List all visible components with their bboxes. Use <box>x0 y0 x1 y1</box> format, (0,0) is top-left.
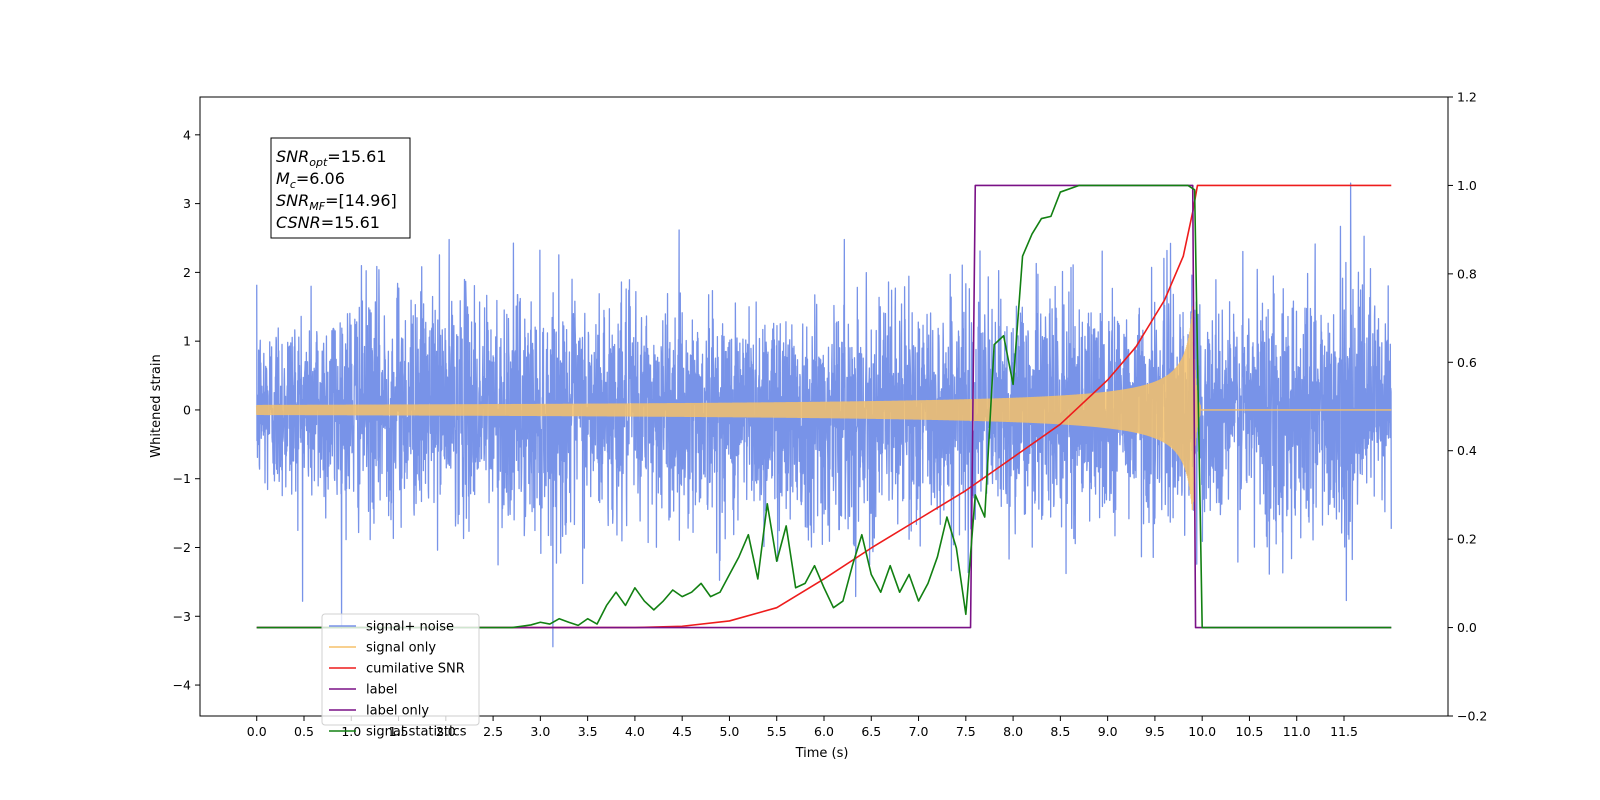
legend: signal+ noise signal only cumilative SNR la… <box>321 613 480 740</box>
y-tick-label-left: −1 <box>173 471 191 486</box>
x-tick-label: 9.0 <box>1098 724 1118 739</box>
annotation-symbol: SNR <box>276 147 309 166</box>
x-tick-label: 3.5 <box>578 724 598 739</box>
x-tick-label: 10.0 <box>1188 724 1216 739</box>
x-tick-label: 11.5 <box>1330 724 1358 739</box>
x-tick-label: 7.5 <box>956 724 976 739</box>
y-tick-label-left: 4 <box>183 127 191 142</box>
y-axis-right: 1.2 1.0 0.8 0.6 0.4 0.2 0.0 −0.2 <box>1448 90 1487 724</box>
annotation-line: Mc=6.06 <box>276 169 345 191</box>
y-tick-label-right: 0.0 <box>1457 620 1477 635</box>
series-line-signal-noise <box>256 182 1392 648</box>
annotation-subscript: opt <box>309 156 328 169</box>
series-line-signal-only <box>255 305 1392 511</box>
x-tick-label: 0.0 <box>247 724 267 739</box>
annotation-symbol: CSNR <box>276 213 321 232</box>
annotation-line: SNRopt=15.61 <box>276 147 387 169</box>
y-axis-left: 4 3 2 1 0 −1 −2 −3 −4 <box>173 127 200 693</box>
y-axis-label: Whitened strain <box>149 354 164 457</box>
y-tick-label-right: 0.2 <box>1457 532 1477 547</box>
annotation-line: CSNR=15.61 <box>276 213 380 232</box>
annotation-value: =15.61 <box>327 147 386 166</box>
legend-label: signal statistics <box>366 725 467 740</box>
legend-frame <box>321 613 480 726</box>
annotation-subscript: MF <box>309 200 325 213</box>
x-tick-label: 2.0 <box>436 724 456 739</box>
x-tick-label: 5.5 <box>767 724 787 739</box>
x-tick-label: 9.5 <box>1145 724 1165 739</box>
y-tick-label-right: 1.2 <box>1457 90 1477 105</box>
x-tick-label: 3.0 <box>530 724 550 739</box>
annotation-value: =[14.96] <box>325 191 397 210</box>
x-tick-label: 11.0 <box>1283 724 1311 739</box>
y-tick-label-right: 0.4 <box>1457 443 1477 458</box>
y-tick-label-left: 1 <box>183 334 191 349</box>
x-tick-label: 1.5 <box>389 724 409 739</box>
y-tick-label-left: −4 <box>173 678 191 693</box>
annotation-lines: SNRopt=15.61Mc=6.06SNRMF=[14.96]CSNR=15.… <box>276 147 397 232</box>
x-tick-label: 2.5 <box>483 724 503 739</box>
legend-label: signal+ noise <box>366 620 454 635</box>
x-tick-label: 10.5 <box>1236 724 1264 739</box>
annotation-symbol: SNR <box>276 191 309 210</box>
y-tick-label-left: 2 <box>183 265 191 280</box>
annotation-subscript: c <box>290 178 296 191</box>
y-tick-label-right: 0.8 <box>1457 266 1477 281</box>
annotation-box: SNRopt=15.61Mc=6.06SNRMF=[14.96]CSNR=15.… <box>270 137 411 239</box>
x-tick-label: 6.5 <box>861 724 881 739</box>
x-tick-label: 8.0 <box>1003 724 1023 739</box>
y-tick-label-left: 3 <box>183 196 191 211</box>
y-tick-label-right: 0.6 <box>1457 355 1477 370</box>
annotation-value: =15.61 <box>321 213 380 232</box>
series-layer <box>255 182 1392 648</box>
annotation-line: SNRMF=[14.96] <box>276 191 397 213</box>
series-line-cumilative-snr <box>256 184 1392 629</box>
x-axis-label: Time (s) <box>795 746 849 761</box>
legend-label: signal only <box>366 641 436 656</box>
x-tick-label: 6.0 <box>814 724 834 739</box>
legend-label: label <box>366 683 397 698</box>
x-tick-label: 8.5 <box>1050 724 1070 739</box>
x-tick-label: 5.0 <box>720 724 740 739</box>
x-tick-label: 4.0 <box>625 724 645 739</box>
series-line-signal-statistics <box>256 184 1392 629</box>
y-tick-label-right: −0.2 <box>1457 709 1487 724</box>
legend-label: cumilative SNR <box>366 662 465 677</box>
annotation-frame <box>270 137 411 239</box>
annotation-symbol: M <box>276 169 290 188</box>
x-tick-label: 0.5 <box>294 724 314 739</box>
y-tick-label-left: −2 <box>173 540 191 555</box>
y-tick-label-left: −3 <box>173 609 191 624</box>
x-tick-label: 4.5 <box>672 724 692 739</box>
y-tick-label-right: 1.0 <box>1457 178 1477 193</box>
x-tick-label: 7.0 <box>909 724 929 739</box>
y-tick-label-left: 0 <box>183 402 191 417</box>
annotation-value: =6.06 <box>296 169 345 188</box>
legend-label: label only <box>366 704 429 719</box>
legend-entries: signal+ noise signal only cumilative SNR la… <box>329 620 467 740</box>
x-axis: 0.0 0.5 1.0 1.5 2.0 2.5 3.0 3.5 4.0 4.5 5.0 5.5 6.0 6… <box>247 716 1358 739</box>
